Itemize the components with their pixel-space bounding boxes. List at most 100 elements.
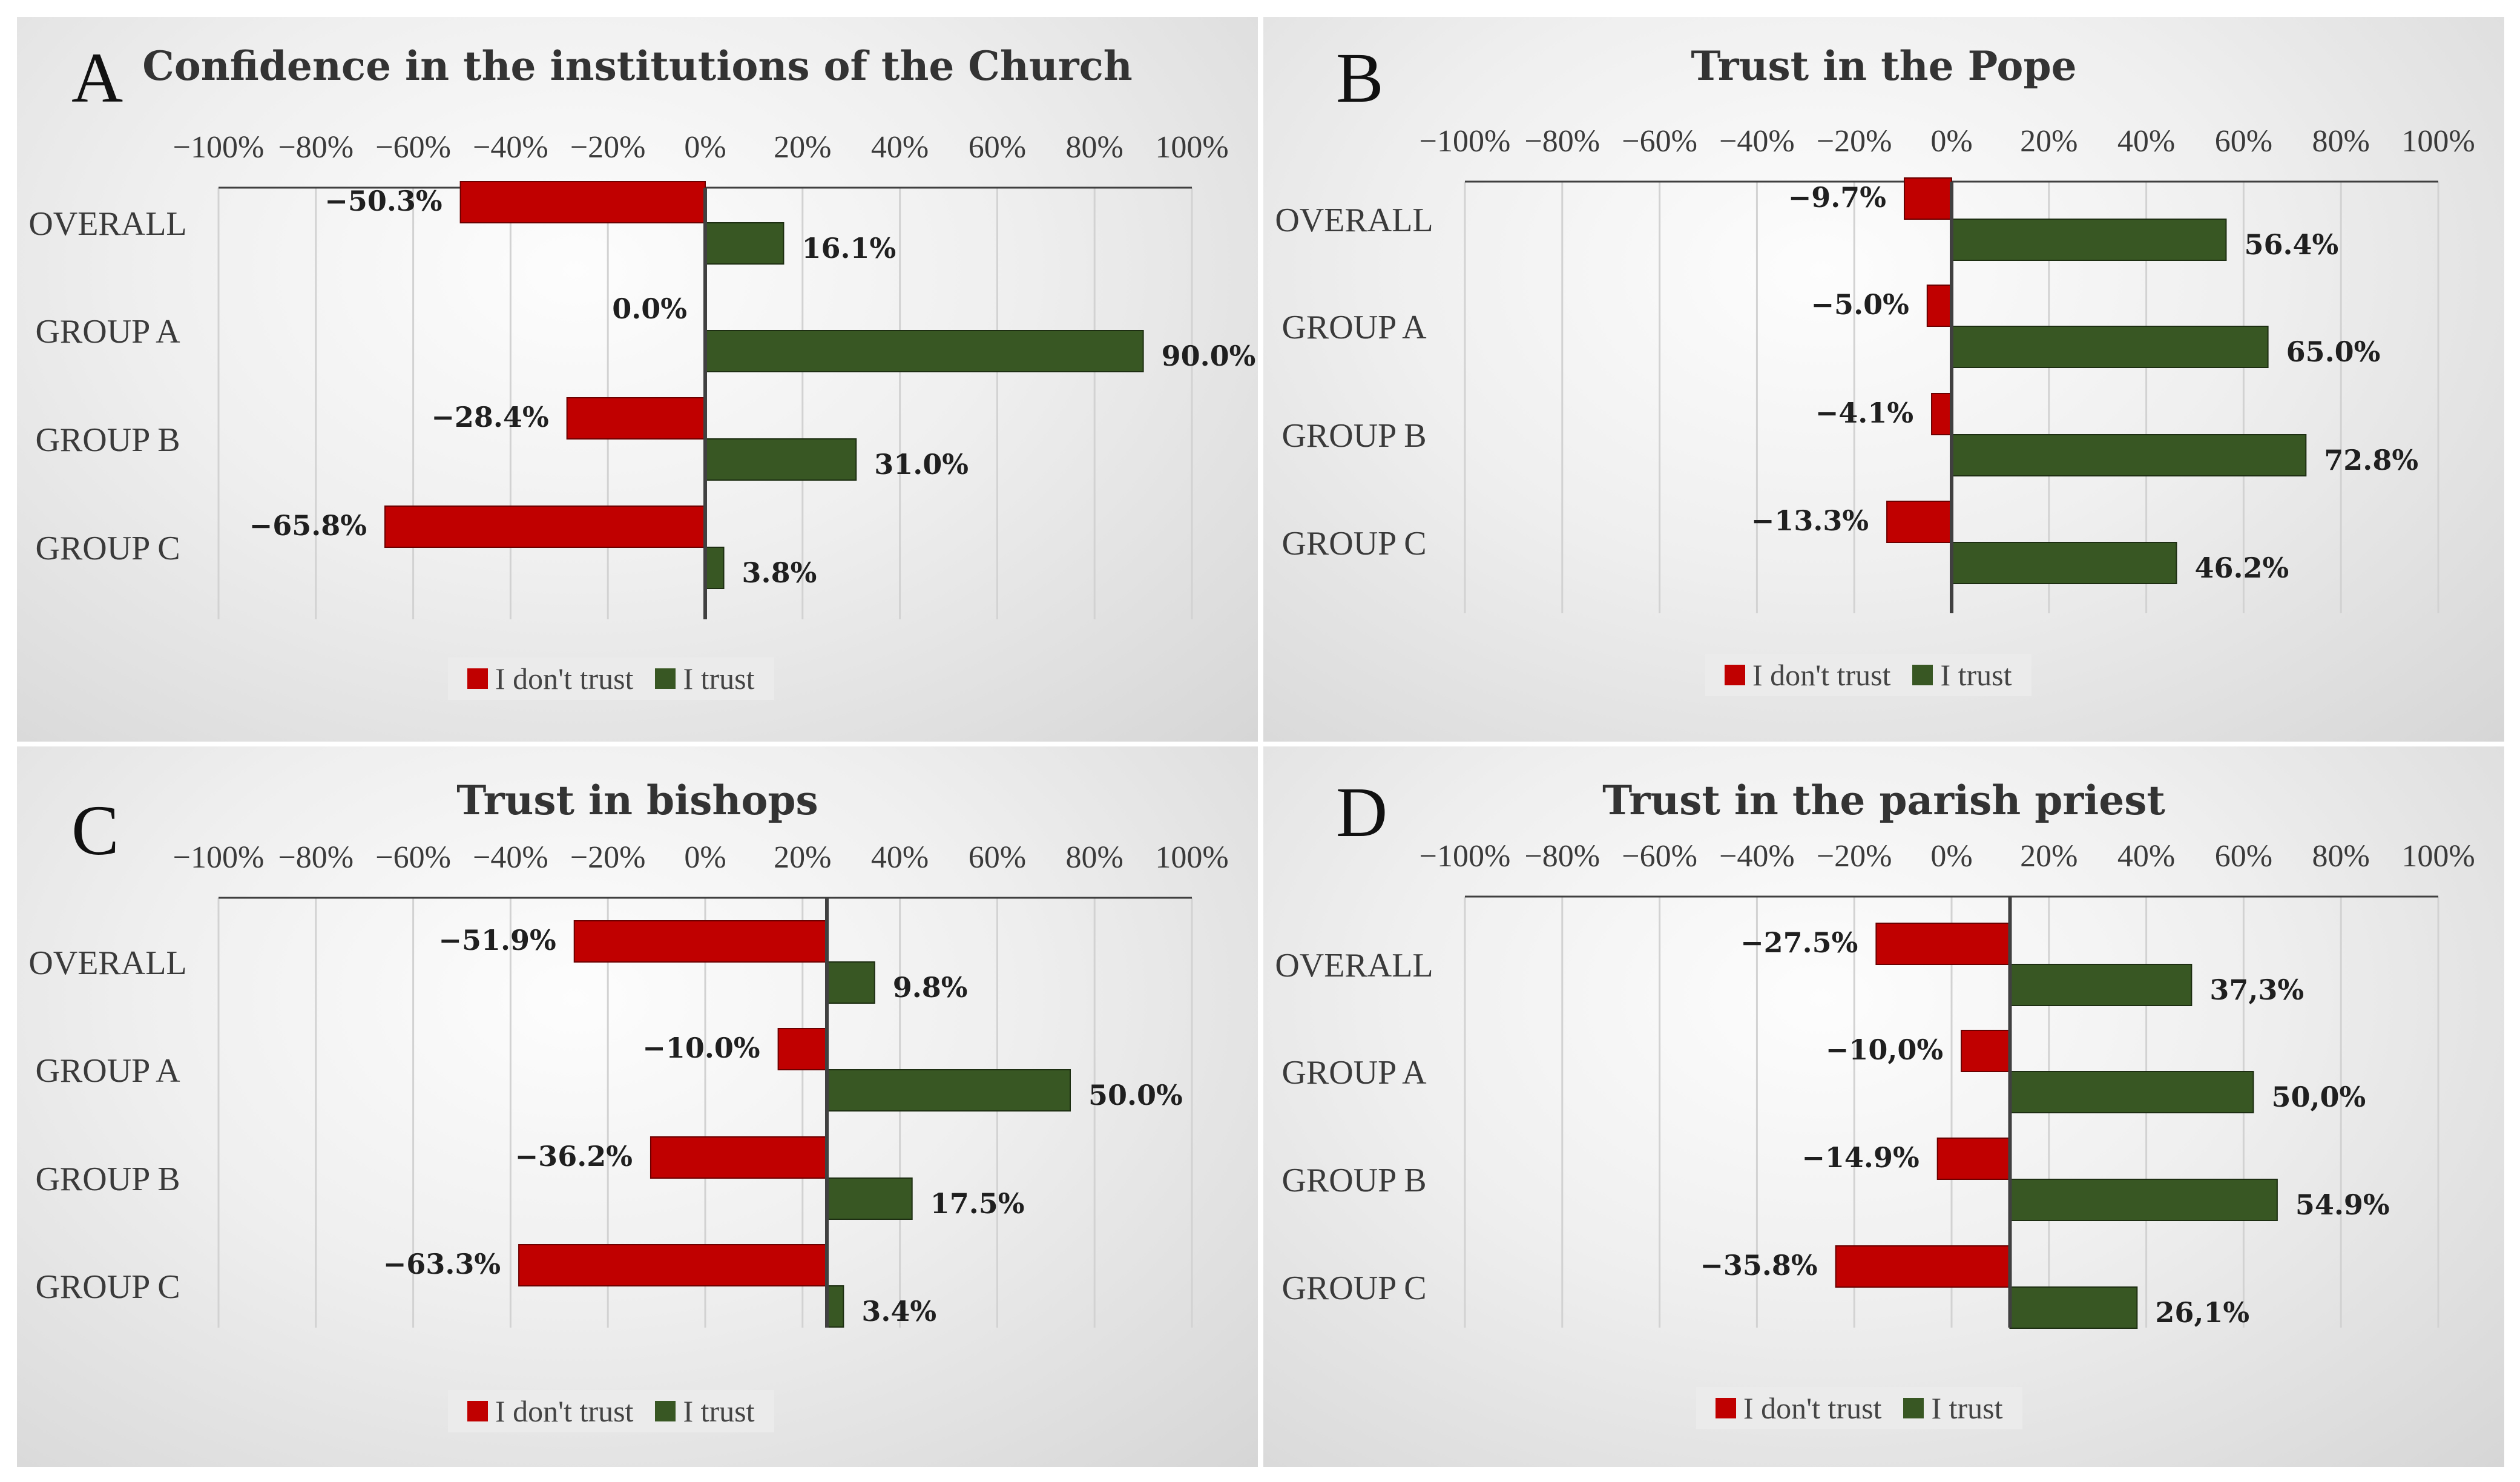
- x-tick-label: 100%: [1155, 840, 1228, 875]
- data-label-trust: 37,3%: [2209, 973, 2304, 1006]
- chart-plot: −100% −80% −60% −40% −20% 0% 20% 40% 60% 80% 100% O…: [1275, 839, 2475, 1329]
- data-label-trust: 90.0%: [1162, 340, 1256, 372]
- bar-trust: [2009, 1286, 2138, 1329]
- chart-plot: −100% −80% −60% −40% −20% 0% 20% 40% 60% 80% 100% O…: [28, 840, 1229, 1328]
- bar-distrust: [1904, 177, 1952, 220]
- panel-letter: C: [71, 791, 119, 870]
- x-tick-label: 0%: [684, 840, 726, 875]
- x-tick-label: 80%: [1066, 130, 1123, 165]
- x-tick-label: −20%: [570, 130, 646, 165]
- legend-swatch-distrust: [467, 668, 488, 689]
- legend-item-trust: I trust: [1912, 657, 2012, 693]
- data-label-trust: 17.5%: [930, 1187, 1025, 1220]
- x-tick-label: −80%: [1524, 839, 1600, 874]
- bar-trust: [826, 1177, 913, 1220]
- data-label-distrust: −50.3%: [324, 185, 442, 217]
- category-label: GROUP C: [35, 530, 180, 567]
- data-label-distrust: −13.3%: [1751, 504, 1869, 537]
- x-tick-label: −40%: [473, 130, 548, 165]
- x-tick-label: −40%: [1719, 124, 1795, 159]
- data-label-distrust: −10.0%: [642, 1032, 760, 1064]
- data-label-trust: 3.8%: [742, 556, 817, 589]
- legend-swatch-distrust: [1716, 1398, 1736, 1418]
- data-label-trust: 65.0%: [2286, 335, 2381, 368]
- bar-distrust: [650, 1136, 828, 1179]
- chart-legend: I don't trust I trust: [1705, 654, 2031, 696]
- data-label-trust: 46.2%: [2194, 552, 2289, 584]
- chart-title: Trust in the parish priest: [1602, 777, 2165, 824]
- data-label-distrust: −35.8%: [1700, 1249, 1817, 1282]
- x-tick-label: −20%: [1817, 124, 1892, 159]
- bar-distrust: [1936, 1138, 2011, 1180]
- x-tick-label: 40%: [871, 130, 929, 165]
- chart-panel-b: B Trust in the Pope −100% −80% −60% −40% −20…: [1263, 17, 2504, 742]
- category-label: GROUP C: [1281, 525, 1426, 562]
- legend-label-trust: I trust: [683, 1394, 755, 1428]
- category-label: GROUP B: [1281, 1162, 1426, 1199]
- bar-trust: [1951, 219, 2227, 261]
- data-label-distrust: −36.2%: [515, 1140, 633, 1173]
- legend-label-trust: I trust: [683, 662, 755, 696]
- bar-trust: [2009, 964, 2193, 1006]
- x-tick-label: 40%: [871, 840, 929, 875]
- x-tick-label: −20%: [570, 840, 646, 875]
- data-label-trust: 9.8%: [893, 971, 968, 1004]
- x-tick-label: 20%: [774, 130, 831, 165]
- data-label-distrust: −27.5%: [1740, 926, 1858, 959]
- bar-distrust: [1961, 1030, 2011, 1072]
- x-tick-label: 80%: [2312, 839, 2370, 874]
- legend-item-distrust: I don't trust: [467, 1394, 633, 1429]
- chart-panel-c: C Trust in bishops −100% −80% −60% −40% −20%…: [17, 746, 1258, 1467]
- x-tick-label: 20%: [774, 840, 831, 875]
- chart-plot: −100% −80% −60% −40% −20% 0% 20% 40% 60% 80% 100% O…: [1275, 124, 2475, 613]
- x-tick-label: −80%: [278, 130, 354, 165]
- bar-distrust: [1875, 923, 2011, 965]
- x-tick-label: 80%: [2312, 124, 2370, 159]
- data-label-trust: 50,0%: [2271, 1081, 2366, 1113]
- category-label: GROUP A: [1281, 1054, 1427, 1092]
- bar-distrust: [566, 397, 706, 440]
- chart-panel-d: D Trust in the parish priest −100% −80% −6…: [1263, 746, 2504, 1467]
- x-tick-label: 40%: [2117, 124, 2175, 159]
- legend-item-trust: I trust: [655, 1394, 755, 1429]
- x-tick-label: −40%: [473, 840, 548, 875]
- x-tick-label: 80%: [1066, 840, 1123, 875]
- bar-trust: [705, 438, 857, 481]
- chart-title: Trust in bishops: [456, 777, 818, 824]
- x-tick-label: 100%: [2401, 839, 2475, 874]
- panel-letter: D: [1336, 772, 1388, 852]
- data-label-distrust: −14.9%: [1801, 1141, 1919, 1174]
- bar-trust: [1951, 542, 2177, 584]
- data-label-distrust: −10,0%: [1826, 1033, 1943, 1066]
- legend-swatch-trust: [1912, 665, 1933, 685]
- chart-panel-a: A Confidence in the institutions of the …: [17, 17, 1258, 742]
- category-label: GROUP A: [35, 1052, 180, 1090]
- data-label-distrust: −63.3%: [383, 1248, 501, 1280]
- legend-swatch-trust: [1903, 1398, 1924, 1418]
- bar-distrust: [1926, 285, 1953, 327]
- data-label-distrust: −65.8%: [249, 509, 367, 542]
- legend-label-trust: I trust: [1931, 1391, 2003, 1425]
- bar-trust: [2009, 1071, 2254, 1113]
- bar-distrust: [1835, 1245, 2011, 1288]
- category-label: OVERALL: [28, 205, 186, 243]
- data-label-trust: 16.1%: [801, 232, 896, 265]
- x-tick-label: 20%: [2020, 124, 2078, 159]
- bar-distrust: [777, 1028, 827, 1070]
- data-label-distrust: −5.0%: [1811, 288, 1909, 321]
- data-label-trust: 54.9%: [2295, 1188, 2390, 1221]
- data-label-trust: 72.8%: [2324, 444, 2418, 476]
- x-tick-label: −80%: [278, 840, 354, 875]
- legend-label-distrust: I don't trust: [495, 1394, 634, 1428]
- data-label-distrust: −9.7%: [1788, 181, 1886, 214]
- legend-item-distrust: I don't trust: [1716, 1391, 1881, 1426]
- chart-legend: I don't trust I trust: [1696, 1387, 2022, 1429]
- x-tick-label: −20%: [1817, 839, 1892, 874]
- legend-item-trust: I trust: [655, 661, 755, 696]
- legend-item-distrust: I don't trust: [1725, 657, 1890, 693]
- category-label: GROUP A: [1281, 309, 1427, 346]
- chart-legend: I don't trust I trust: [448, 1390, 774, 1432]
- chart-plot: −100% −80% −60% −40% −20% 0% 20% 40% 60% 80% 100% O…: [28, 130, 1256, 619]
- data-label-trust: 56.4%: [2244, 228, 2338, 261]
- data-label-distrust: −28.4%: [431, 401, 548, 433]
